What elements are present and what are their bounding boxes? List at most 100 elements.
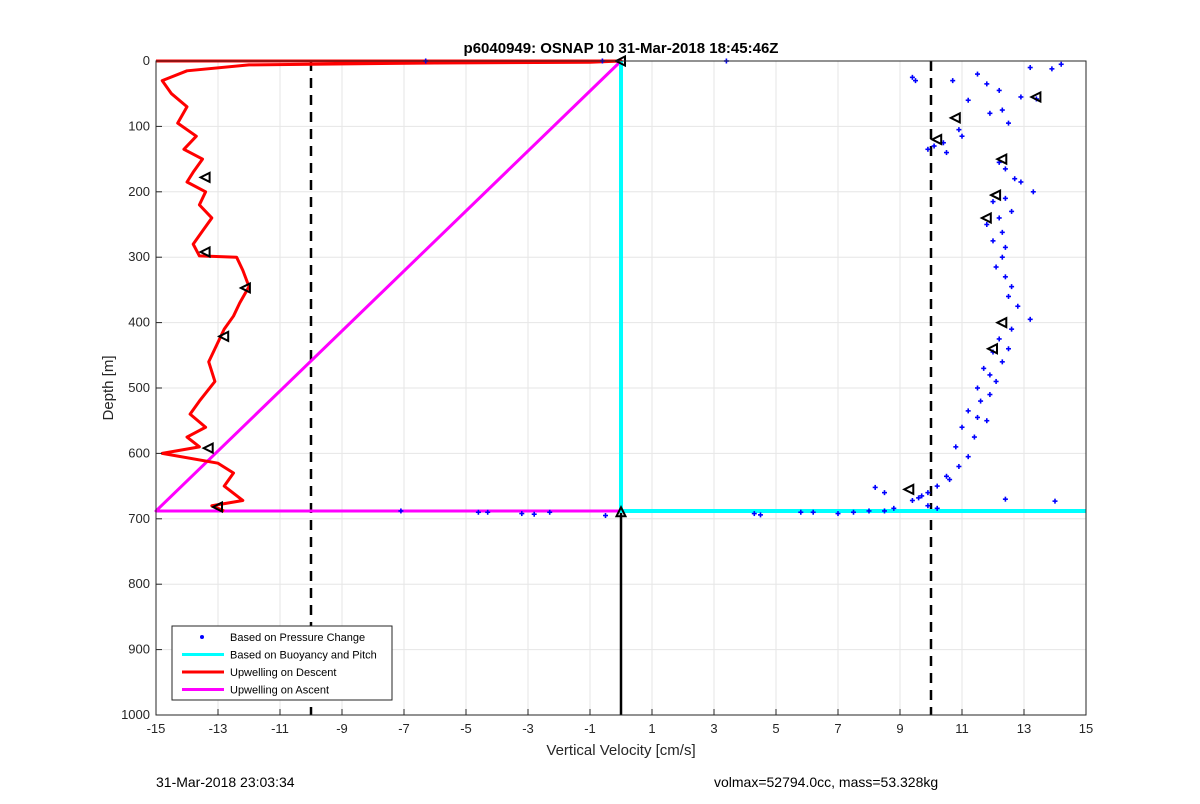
triangle-marker bbox=[210, 500, 223, 514]
pressure-data-point bbox=[978, 398, 984, 404]
pressure-data-point bbox=[971, 434, 977, 440]
legend-box bbox=[171, 625, 393, 701]
pressure-data-point bbox=[866, 508, 872, 514]
x-tick-label: 7 bbox=[834, 721, 841, 736]
pressure-data-point bbox=[913, 78, 918, 84]
pressure-data-point bbox=[882, 490, 887, 496]
triangle-marker bbox=[948, 111, 961, 125]
pressure-data-point bbox=[999, 254, 1005, 260]
pressure-data-point bbox=[950, 78, 956, 84]
triangle-marker bbox=[995, 316, 1008, 329]
pressure-data-point bbox=[959, 133, 965, 139]
triangle-marker bbox=[979, 211, 992, 225]
pressure-data-point bbox=[944, 473, 949, 479]
pressure-data-point bbox=[1052, 498, 1058, 504]
pressure-data-point bbox=[1012, 176, 1018, 182]
pressure-data-point bbox=[1006, 293, 1011, 299]
y-tick-label: 100 bbox=[128, 118, 150, 133]
pressure-data-point bbox=[1009, 208, 1015, 214]
axis-ticks: -15 -13 -11 -9 -7 -5 -3 -1 1 3 5 7 9 11 13 150100200300… bbox=[121, 53, 1093, 736]
y-tick-label: 400 bbox=[128, 315, 150, 330]
pressure-data-point bbox=[996, 336, 1002, 342]
legend-swatch-dot bbox=[200, 635, 204, 639]
pressure-data-point bbox=[956, 463, 962, 469]
series-line-upwelling-on-descent bbox=[156, 59, 623, 513]
pressure-data-point bbox=[984, 418, 990, 424]
pressure-data-point bbox=[934, 483, 940, 489]
pressure-data-point bbox=[996, 215, 1002, 221]
pressure-data-point bbox=[984, 81, 990, 87]
pressure-data-point bbox=[891, 505, 897, 511]
series-line-upwelling-on-ascent bbox=[154, 59, 623, 513]
x-tick-label: 11 bbox=[955, 721, 969, 736]
pressure-data-point bbox=[547, 509, 553, 515]
y-tick-label: 1000 bbox=[121, 707, 150, 722]
pressure-data-point bbox=[993, 264, 999, 270]
triangle-marker bbox=[988, 188, 1002, 202]
pressure-data-point bbox=[1009, 326, 1015, 332]
legend-label: Based on Pressure Change bbox=[230, 632, 365, 644]
pressure-data-point bbox=[1006, 346, 1011, 352]
pressure-data-point bbox=[531, 511, 537, 517]
pressure-data-point bbox=[835, 511, 841, 517]
pressure-data-point bbox=[1006, 120, 1011, 126]
pressure-data-point bbox=[987, 392, 993, 398]
triangle-marker bbox=[198, 245, 211, 259]
pressure-data-point bbox=[959, 424, 965, 430]
pressure-data-point bbox=[990, 238, 996, 244]
legend-label: Upwelling on Descent bbox=[230, 667, 336, 679]
pressure-data-point bbox=[798, 509, 804, 515]
pressure-data-point bbox=[999, 359, 1005, 365]
pressure-data-point bbox=[603, 513, 608, 519]
pressure-data-point bbox=[916, 495, 922, 501]
x-tick-label: 15 bbox=[1079, 721, 1093, 736]
pressure-data-point bbox=[1018, 94, 1024, 100]
pressure-data-point bbox=[851, 509, 856, 515]
pressure-data-point bbox=[519, 511, 525, 517]
pressure-data-point bbox=[1002, 166, 1008, 172]
pressure-data-point bbox=[996, 87, 1002, 93]
x-tick-label: -13 bbox=[209, 721, 228, 736]
x-axis-title: Vertical Velocity [cm/s] bbox=[546, 742, 695, 759]
pressure-data-point bbox=[1027, 65, 1033, 71]
pressure-data-point bbox=[987, 110, 993, 116]
x-tick-label: -1 bbox=[584, 721, 596, 736]
pressure-data-point bbox=[925, 503, 931, 509]
chart-title: p6040949: OSNAP 10 31-Mar-2018 18:45:46Z bbox=[464, 40, 779, 57]
triangle-marker bbox=[995, 152, 1008, 166]
triangle-marker bbox=[929, 133, 943, 146]
triangle-marker bbox=[216, 330, 230, 343]
y-tick-label: 500 bbox=[128, 380, 150, 395]
pressure-data-point bbox=[1049, 66, 1055, 72]
reference-lines bbox=[309, 61, 933, 715]
pressure-data-point bbox=[987, 372, 993, 378]
pressure-data-point bbox=[1027, 316, 1033, 322]
triangle-marker bbox=[238, 281, 251, 295]
pressure-data-point bbox=[975, 71, 980, 77]
triangle-marker bbox=[201, 442, 214, 455]
x-tick-label: -15 bbox=[147, 721, 166, 736]
triangle-marker bbox=[1029, 90, 1042, 104]
series-line-based-on-buoyancy-and-pitch bbox=[619, 61, 1086, 513]
pressure-data-point bbox=[909, 74, 915, 80]
pressure-data-point bbox=[965, 97, 971, 103]
pressure-data-point bbox=[1009, 284, 1015, 290]
pressure-data-point bbox=[1002, 244, 1008, 250]
series-layer bbox=[154, 58, 1086, 519]
pressure-data-point bbox=[1015, 303, 1021, 309]
y-tick-label: 0 bbox=[143, 53, 150, 68]
pressure-data-point bbox=[1018, 179, 1024, 185]
pressure-data-point bbox=[965, 408, 971, 414]
pressure-data-point bbox=[981, 365, 987, 371]
legend: Based on Pressure Change Based on Buoyanc… bbox=[171, 625, 393, 701]
pressure-data-point bbox=[925, 146, 931, 152]
pressure-data-point bbox=[485, 509, 491, 515]
x-tick-label: -5 bbox=[460, 721, 472, 736]
pressure-data-point bbox=[990, 199, 996, 205]
pressure-data-point bbox=[882, 508, 887, 514]
pressure-data-point bbox=[925, 490, 931, 496]
pressure-data-point bbox=[984, 222, 990, 227]
x-tick-label: 13 bbox=[1017, 721, 1031, 736]
x-tick-label: 9 bbox=[896, 721, 903, 736]
